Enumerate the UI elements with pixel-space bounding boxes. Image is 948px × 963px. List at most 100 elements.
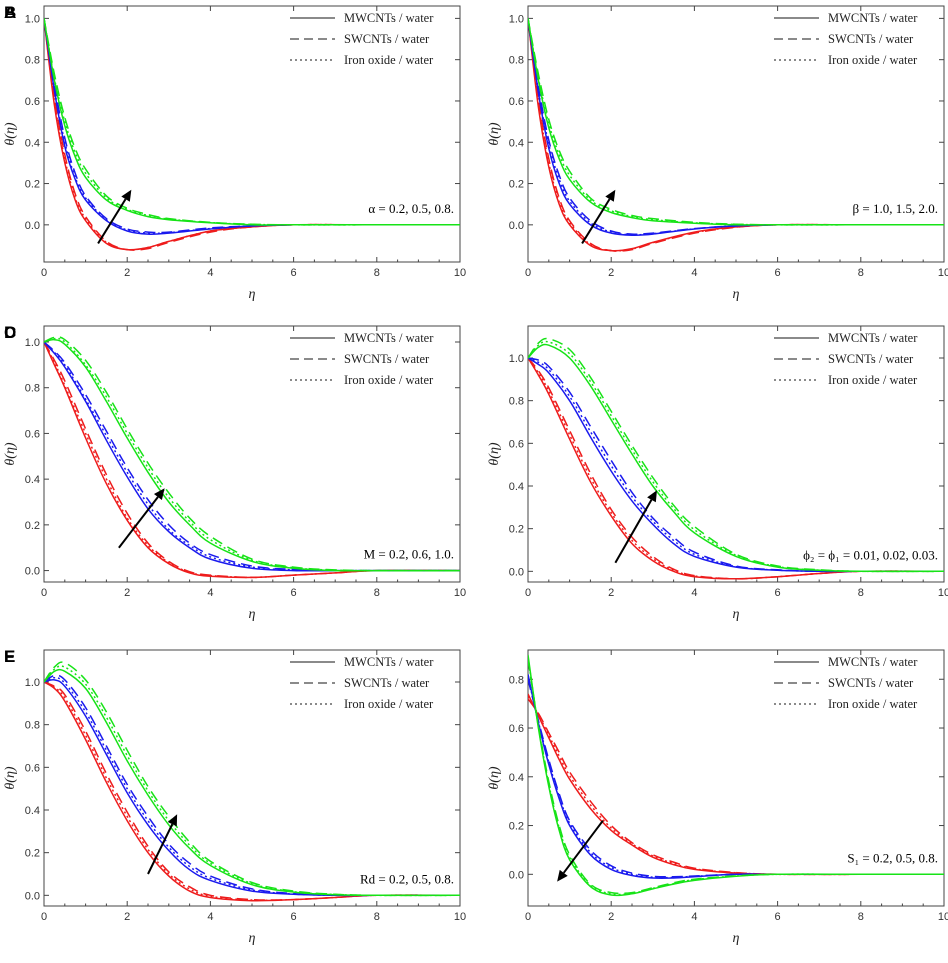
panel-d-series-line-0 [528,357,944,580]
panel-f-xlabel: η [733,931,740,946]
panel-d-series [528,337,944,580]
panel-a-xtick-label: 0 [41,267,47,279]
panel-e-xtick-label: 10 [454,911,466,923]
panel-a-ytick-label: 1.0 [25,13,40,25]
panel-d-letter: D [4,323,16,342]
panel-d-legend-label: Iron oxide / water [828,373,918,387]
panel-d-series-line-2 [528,357,944,580]
panel-c-ylabel: θ(η) [3,442,18,465]
panel-d-xtick-label: 10 [938,587,948,599]
panel-c-ytick-label: 0.4 [25,474,40,486]
panel-d-legend-label: MWCNTs / water [828,331,918,345]
panel-e-ytick-label: 0.4 [25,805,40,817]
panel-c-ytick-label: 1.0 [25,337,40,349]
panel-d-xtick-label: 8 [858,587,864,599]
panel-b-legend-label: MWCNTs / water [828,11,918,25]
panel-f-xtick-label: 2 [608,911,614,923]
panel-d-ytick-label: 0.6 [509,438,524,450]
panel-e-ytick-label: 1.0 [25,677,40,689]
panel-c-annotation: M = 0.2, 0.6, 1.0. [364,547,454,562]
panel-b-series-line-8 [528,18,944,226]
panel-e-series-line-2 [44,681,460,901]
panel-e-legend-label: SWCNTs / water [344,676,430,690]
panel-a-letter: A [4,3,16,22]
panel-e-xtick-label: 4 [207,911,213,923]
panel-a-legend-label: Iron oxide / water [344,53,434,67]
panel-a-xtick-label: 2 [124,267,130,279]
panel-c-ytick-label: 0.6 [25,428,40,440]
panel-f-ytick-label: 0.2 [509,821,524,833]
panel-b-letter: B [4,3,16,22]
panel-c: C 0 2 4 6 8 10 0.0 0.2 0.4 0.6 0.8 1.0 η θ(η) M = 0.2, … [3,323,466,622]
panel-b-series-line-7 [528,18,944,226]
panel-d-series-line-5 [528,357,944,573]
panel-f-arrow [562,820,604,874]
panel-e-arrow [147,823,174,875]
panel-c-xlabel: η [249,607,256,622]
panel-f-series-line-1 [528,698,944,876]
panel-f-legend-label: Iron oxide / water [828,697,918,711]
panel-b-ytick-label: 0.4 [509,137,524,149]
panel-a-series-line-6 [44,18,460,226]
panel-f: F 0 2 4 6 8 10 0.0 0.2 0.4 0.6 0.8 η θ(η) S₁ = 0.2, 0.… [4,647,948,946]
panel-e-ytick-label: 0.2 [25,848,40,860]
panel-d-xtick-label: 6 [775,587,781,599]
panel-c-ytick-label: 0.8 [25,383,40,395]
panel-d-ytick-label: 0.8 [509,396,524,408]
panel-b-series-line-6 [528,18,944,226]
panel-d-series-line-7 [528,337,944,573]
panel-d-ylabel: θ(η) [487,442,502,465]
panel-b-series [528,18,944,252]
panel-d-arrow-head [647,490,657,503]
panel-b-xtick-label: 2 [608,267,614,279]
panel-e-series-line-8 [44,665,460,897]
panel-c-ytick-label: 0.2 [25,520,40,532]
panel-e-letter: E [4,647,15,666]
panel-e-ytick-label: 0.0 [25,890,40,902]
panel-e-series-line-7 [44,661,460,897]
panel-d-series-line-4 [528,357,944,573]
panel-b-ytick-label: 0.0 [509,220,524,232]
panel-b-legend-label: SWCNTs / water [828,32,914,46]
panel-f-xtick-label: 10 [938,911,948,923]
panel-e: E 0 2 4 6 8 10 0.0 0.2 0.4 0.6 0.8 1.0 η θ(η) Rd = 0.2,… [3,647,466,946]
panel-f-xtick-label: 6 [775,911,781,923]
panel-a-ytick-label: 0.6 [25,96,40,108]
panel-a-series [44,18,460,251]
panel-a-xtick-label: 6 [291,267,297,279]
panel-c-series-line-1 [44,341,460,579]
panel-c-legend-label: SWCNTs / water [344,352,430,366]
panel-e-ylabel: θ(η) [3,766,18,789]
panel-b-arrow [581,198,611,244]
panel-f-ytick-label: 0.0 [509,869,524,881]
panel-e-legend-label: MWCNTs / water [344,655,434,669]
panel-b-xtick-label: 10 [938,267,948,279]
panel-a-ytick-label: 0.4 [25,137,40,149]
panel-b-legend-label: Iron oxide / water [828,53,918,67]
panel-c-xtick-label: 0 [41,587,47,599]
panel-d-series-line-1 [528,357,944,580]
panel-b-ytick-label: 0.2 [509,179,524,191]
panel-d-xtick-label: 2 [608,587,614,599]
panel-d-arrow [614,499,653,564]
panel-f-series-line-0 [528,693,944,876]
panel-c-series-line-7 [44,336,460,572]
panel-c-legend-label: Iron oxide / water [344,373,434,387]
panel-a-xtick-label: 4 [207,267,213,279]
panel-a-ytick-label: 0.0 [25,220,40,232]
panel-a-series-line-4 [44,18,460,234]
panel-f-series-line-5 [528,676,944,879]
panel-e-ytick-label: 0.6 [25,762,40,774]
panel-f-arrow-head [557,869,568,882]
panel-c-xtick-label: 2 [124,587,130,599]
panel-c-xtick-label: 4 [207,587,213,599]
panel-d-ytick-label: 0.0 [509,566,524,578]
panel-e-xtick-label: 0 [41,911,47,923]
panel-e-ytick-label: 0.8 [25,720,40,732]
panel-a-series-line-8 [44,18,460,226]
panel-e-xtick-label: 8 [374,911,380,923]
panel-d-series-line-6 [528,343,944,573]
panel-f-xtick-label: 0 [525,911,531,923]
panel-d-xlabel: η [733,607,740,622]
